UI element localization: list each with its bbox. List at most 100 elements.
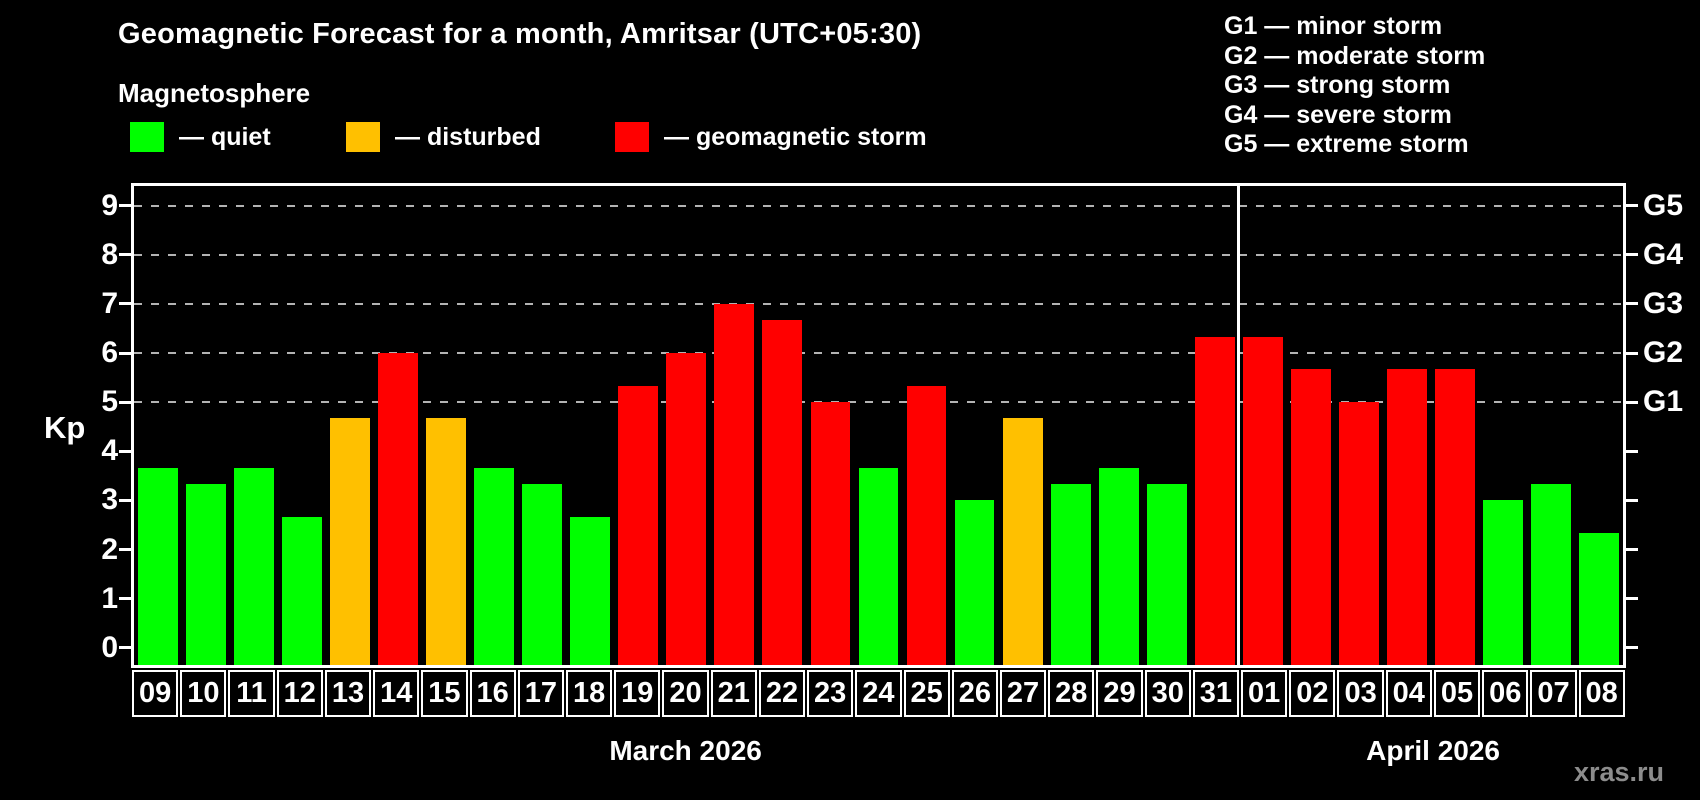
date-box-02: 02 (1289, 670, 1336, 717)
y-tick-label-6: 6 (101, 336, 118, 370)
date-box-18: 18 (565, 670, 613, 717)
legend-item-quiet: — quiet (130, 121, 271, 153)
bar-slot (182, 186, 230, 665)
left-tick-9 (119, 204, 131, 208)
date-box-09: 09 (132, 670, 179, 717)
date-axis: 09 10 11 12 13 14 15 16 17 18 19 20 21 22 23 24 25 26 27 28… (131, 670, 1626, 717)
right-tick-9 (1626, 204, 1638, 208)
bars-layer (134, 186, 1623, 665)
date-box-16: 16 (469, 670, 516, 717)
left-tick-2 (119, 548, 131, 552)
date-box-29: 29 (1096, 670, 1143, 717)
bar-28 (1050, 484, 1091, 665)
y-tick-label-9: 9 (101, 188, 118, 222)
date-slot: 02 (1288, 670, 1336, 717)
date-slot: 20 (661, 670, 709, 717)
date-box-26: 26 (951, 670, 998, 717)
bar-slot (1527, 186, 1575, 665)
left-tick-1 (119, 597, 131, 601)
bar-26 (954, 500, 995, 665)
date-slot: 13 (324, 670, 372, 717)
storm-label: — geomagnetic storm (664, 122, 927, 151)
date-slot: 25 (903, 670, 951, 717)
bar-slot (1239, 186, 1287, 665)
date-box-04: 04 (1385, 670, 1432, 717)
quiet-label: — quiet (179, 122, 271, 151)
bar-15 (426, 418, 467, 665)
bar-slot (374, 186, 422, 665)
bar-18 (570, 516, 611, 665)
bar-06 (1482, 500, 1523, 665)
bar-slot (903, 186, 951, 665)
g-scale-label-g4: G4 (1643, 237, 1684, 271)
bar-slot (1047, 186, 1095, 665)
date-box-17: 17 (517, 670, 564, 717)
date-box-10: 10 (180, 670, 227, 717)
date-slot: 06 (1481, 670, 1529, 717)
bar-slot (1287, 186, 1335, 665)
legend-item-disturbed: — disturbed (346, 121, 541, 153)
date-box-14: 14 (373, 670, 420, 717)
bar-04 (1386, 369, 1427, 665)
date-box-28: 28 (1048, 670, 1095, 717)
watermark: xras.ru (1573, 757, 1664, 787)
date-box-31: 31 (1192, 670, 1240, 717)
date-slot: 30 (1144, 670, 1192, 717)
date-box-21: 21 (710, 670, 757, 717)
date-slot: 15 (420, 670, 468, 717)
plot-area: 0 1 2 3 4 5 6 7 8 9 G1 G2 G3 G4 G5 (101, 183, 1683, 668)
date-slot: 11 (227, 670, 275, 717)
bar-20 (666, 353, 707, 665)
month-separator (1237, 186, 1241, 665)
month-labels: March 2026 April 2026 (131, 735, 1626, 769)
storm-scale-g1: G1 — minor storm (1224, 12, 1443, 40)
date-box-23: 23 (807, 670, 854, 717)
bar-02 (1290, 369, 1331, 665)
bar-21 (714, 303, 755, 665)
bar-slot (422, 186, 470, 665)
right-tick-5 (1626, 400, 1638, 404)
bar-slot (1095, 186, 1143, 665)
bar-slot (1479, 186, 1527, 665)
gridline-kp6 (134, 352, 1623, 355)
bar-23 (810, 402, 851, 665)
bar-08 (1579, 533, 1619, 665)
bar-slot (470, 186, 518, 665)
bar-slot (999, 186, 1047, 665)
disturbed-color-swatch (346, 122, 380, 152)
date-box-20: 20 (662, 670, 709, 717)
bar-slot (614, 186, 662, 665)
bar-09 (138, 467, 178, 665)
bar-31 (1194, 336, 1235, 665)
date-box-05: 05 (1433, 670, 1481, 717)
g-scale-label-g2: G2 (1643, 336, 1684, 370)
left-tick-7 (119, 302, 131, 306)
date-box-15: 15 (421, 670, 468, 717)
left-tick-6 (119, 351, 131, 355)
bar-16 (474, 467, 515, 665)
bar-22 (762, 320, 803, 665)
y-tick-label-7: 7 (101, 286, 118, 320)
date-slot: 29 (1095, 670, 1143, 717)
date-box-12: 12 (276, 670, 323, 717)
bar-slot (806, 186, 854, 665)
gridline-kp9 (134, 204, 1623, 207)
date-slot: 26 (951, 670, 999, 717)
date-slot: 22 (758, 670, 806, 717)
bar-slot (230, 186, 278, 665)
bar-11 (234, 467, 274, 665)
storm-scale-g5: G5 — extreme storm (1224, 130, 1469, 158)
date-slot: 03 (1336, 670, 1384, 717)
right-tick-3 (1626, 498, 1638, 502)
date-box-11: 11 (228, 670, 275, 717)
date-box-13: 13 (324, 670, 372, 717)
month-label-march: March 2026 (609, 735, 762, 766)
y-tick-label-1: 1 (101, 581, 118, 615)
date-slot: 28 (1047, 670, 1095, 717)
date-slot: 21 (710, 670, 758, 717)
left-tick-0 (119, 646, 131, 650)
disturbed-label: — disturbed (395, 122, 541, 151)
gridline-kp5 (134, 401, 1623, 404)
right-tick-8 (1626, 253, 1638, 257)
